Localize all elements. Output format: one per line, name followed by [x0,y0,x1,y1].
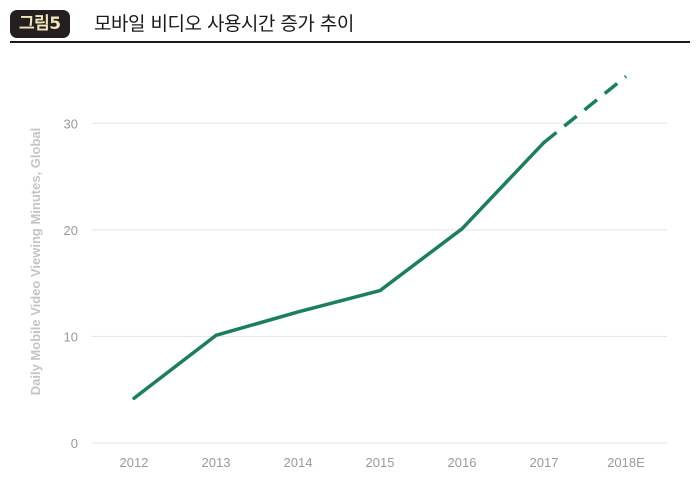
x-tick-label: 2018E [607,455,645,470]
series-line-actual [132,140,546,400]
y-tick-label: 20 [64,223,78,238]
y-tick-label: 0 [71,436,78,451]
x-tick-label: 2013 [202,455,231,470]
y-tick-label: 10 [64,329,78,344]
x-tick-label: 2012 [120,455,149,470]
series-lines [132,75,628,400]
y-tick-label: 30 [64,116,78,131]
figure-number-badge: 그림5 [10,10,70,38]
figure-header: 그림5 모바일 비디오 사용시간 증가 추이 [10,8,690,43]
gridlines [92,122,667,444]
figure-title: 모바일 비디오 사용시간 증가 추이 [94,13,354,35]
x-tick-label: 2017 [530,455,559,470]
series-line-projected [542,75,628,144]
title-underline [10,41,690,43]
x-tick-label: 2014 [284,455,313,470]
x-tick-label: 2015 [366,455,395,470]
y-tick-labels: 0 10 20 30 [64,116,78,451]
y-axis-title: Daily Mobile Video Viewing Minutes, Glob… [28,128,43,396]
x-tick-labels: 2012 2013 2014 2015 2016 2017 2018E [120,455,646,470]
x-tick-label: 2016 [448,455,477,470]
